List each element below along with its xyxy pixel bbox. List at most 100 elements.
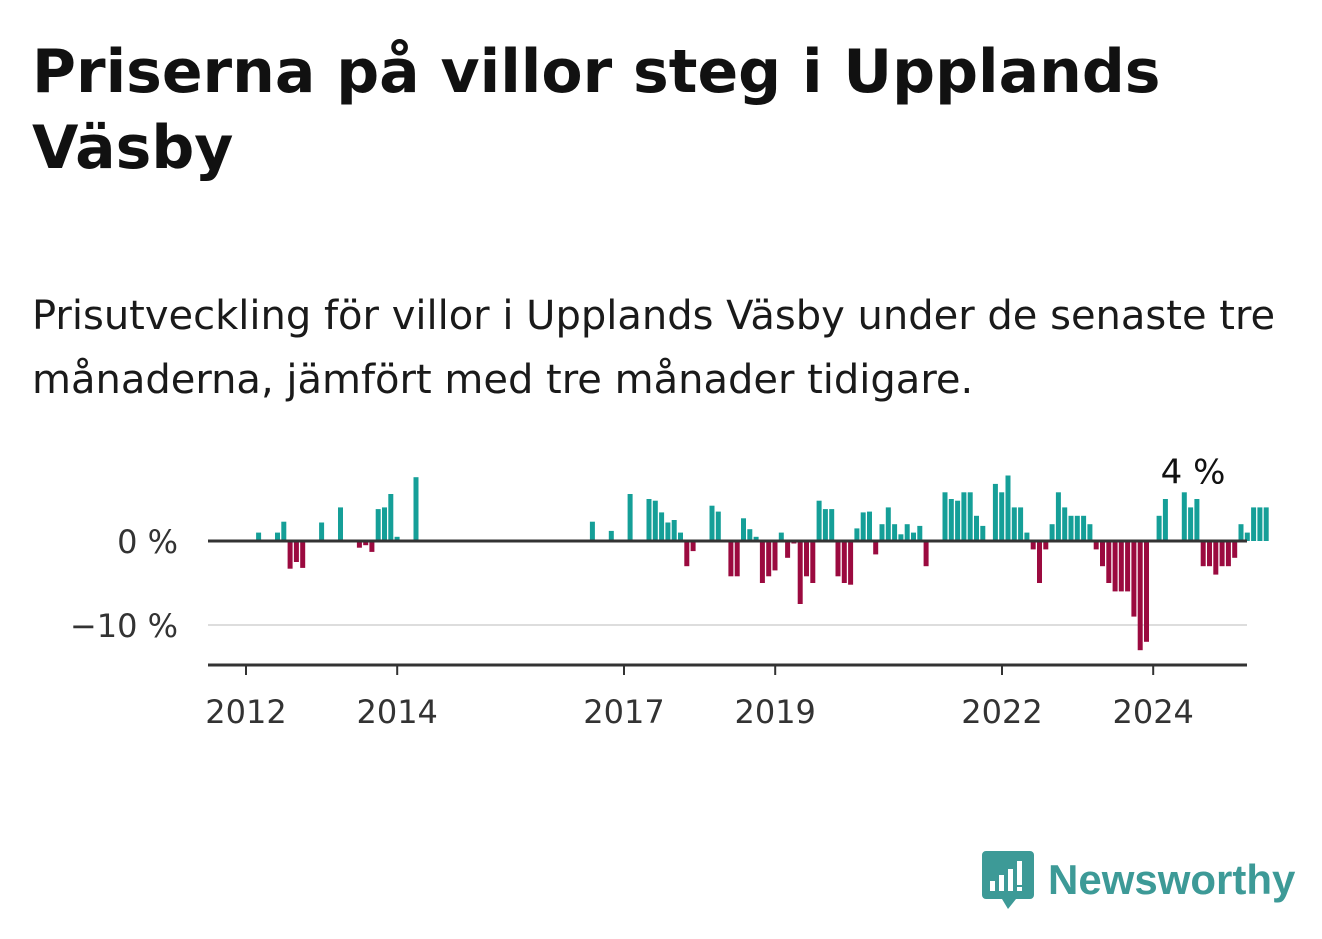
bar [1024,532,1030,541]
bar [1188,507,1194,541]
bar [980,525,986,541]
newsworthy-brand: Newsworthy [980,848,1295,912]
bar [835,541,841,577]
bar [955,500,961,541]
bar [652,500,658,541]
bar [1043,541,1049,550]
price-change-chart: 0 % −10 % 2012 2014 2017 2019 2022 2024 4 % [70,452,1269,731]
bar [1055,492,1061,541]
bar [665,522,671,541]
bar [394,536,400,541]
x-tick-label: 2024 [1112,693,1193,731]
bar [1005,475,1011,541]
bar [1251,507,1257,541]
bar [967,492,973,541]
bar [797,541,803,604]
bar [1200,541,1206,567]
bar [256,532,262,541]
bar [715,511,721,541]
bar [1118,541,1124,592]
bar [589,521,595,541]
bar [1100,541,1105,567]
bar [1194,499,1200,541]
bar [841,541,847,583]
bar [1087,524,1093,541]
x-tick-label: 2019 [734,693,815,731]
x-tick-label: 2014 [356,693,437,731]
bar [709,505,715,541]
bar [728,541,734,577]
bar [753,536,759,541]
bar [684,541,690,567]
bar [287,541,293,569]
bar [741,518,746,541]
bar [917,525,923,541]
bar [659,512,665,541]
bar [1093,541,1099,550]
bar [1219,541,1225,567]
bar [1106,541,1112,583]
bar [1131,541,1137,617]
bar [911,532,916,541]
bar [608,530,614,541]
y-tick-label: −10 % [70,607,178,645]
bar [1062,507,1068,541]
bar [1244,532,1250,541]
y-tick-label: 0 % [117,523,178,561]
bar [678,532,683,541]
bar [974,515,979,541]
bar [892,524,898,541]
bar [1018,507,1024,541]
bar [1112,541,1118,592]
brand-name: Newsworthy [1048,856,1296,903]
bar [646,499,652,541]
bar [772,541,778,571]
x-tick-label: 2012 [205,693,286,731]
bars-layer [256,475,1269,651]
bar [388,494,394,541]
bar [898,534,904,541]
bar [992,483,998,541]
bar [690,541,696,552]
bar [369,541,375,552]
bar [671,520,677,541]
bar [1074,515,1080,541]
bar [942,492,948,541]
bar [873,541,879,555]
bar [766,541,772,577]
bar [363,541,369,546]
bar [759,541,765,583]
bar [275,532,280,541]
chart-title: Priserna på villor steg i Upplands Väsby [32,37,1161,183]
chart-logo-icon [982,851,1034,909]
label-layer: 0 % −10 % 2012 2014 2017 2019 2022 2024 4 % [70,452,1225,731]
bar [948,499,954,541]
bar [923,541,929,567]
bar [961,492,967,541]
bar [785,541,791,558]
bar [999,492,1005,541]
chart-subtitle: Prisutveckling för villor i Upplands Väs… [32,293,1276,403]
bar [816,500,822,541]
bar [319,522,325,541]
bar [848,541,854,585]
bar [1263,507,1269,541]
bar [1144,541,1149,642]
bar [1068,515,1074,541]
bar [1162,499,1168,541]
bar [1257,507,1263,541]
bar [413,477,419,541]
bar [1181,492,1187,541]
axis-layer [208,539,1247,675]
bar [829,509,835,541]
bar [375,509,381,541]
bar [1207,541,1212,567]
bar [627,494,633,541]
bar [281,521,287,541]
bar [1049,524,1055,541]
bar [1037,541,1042,583]
bar [356,541,362,548]
bar [747,529,753,541]
bar [382,507,387,541]
bar [1156,515,1162,541]
